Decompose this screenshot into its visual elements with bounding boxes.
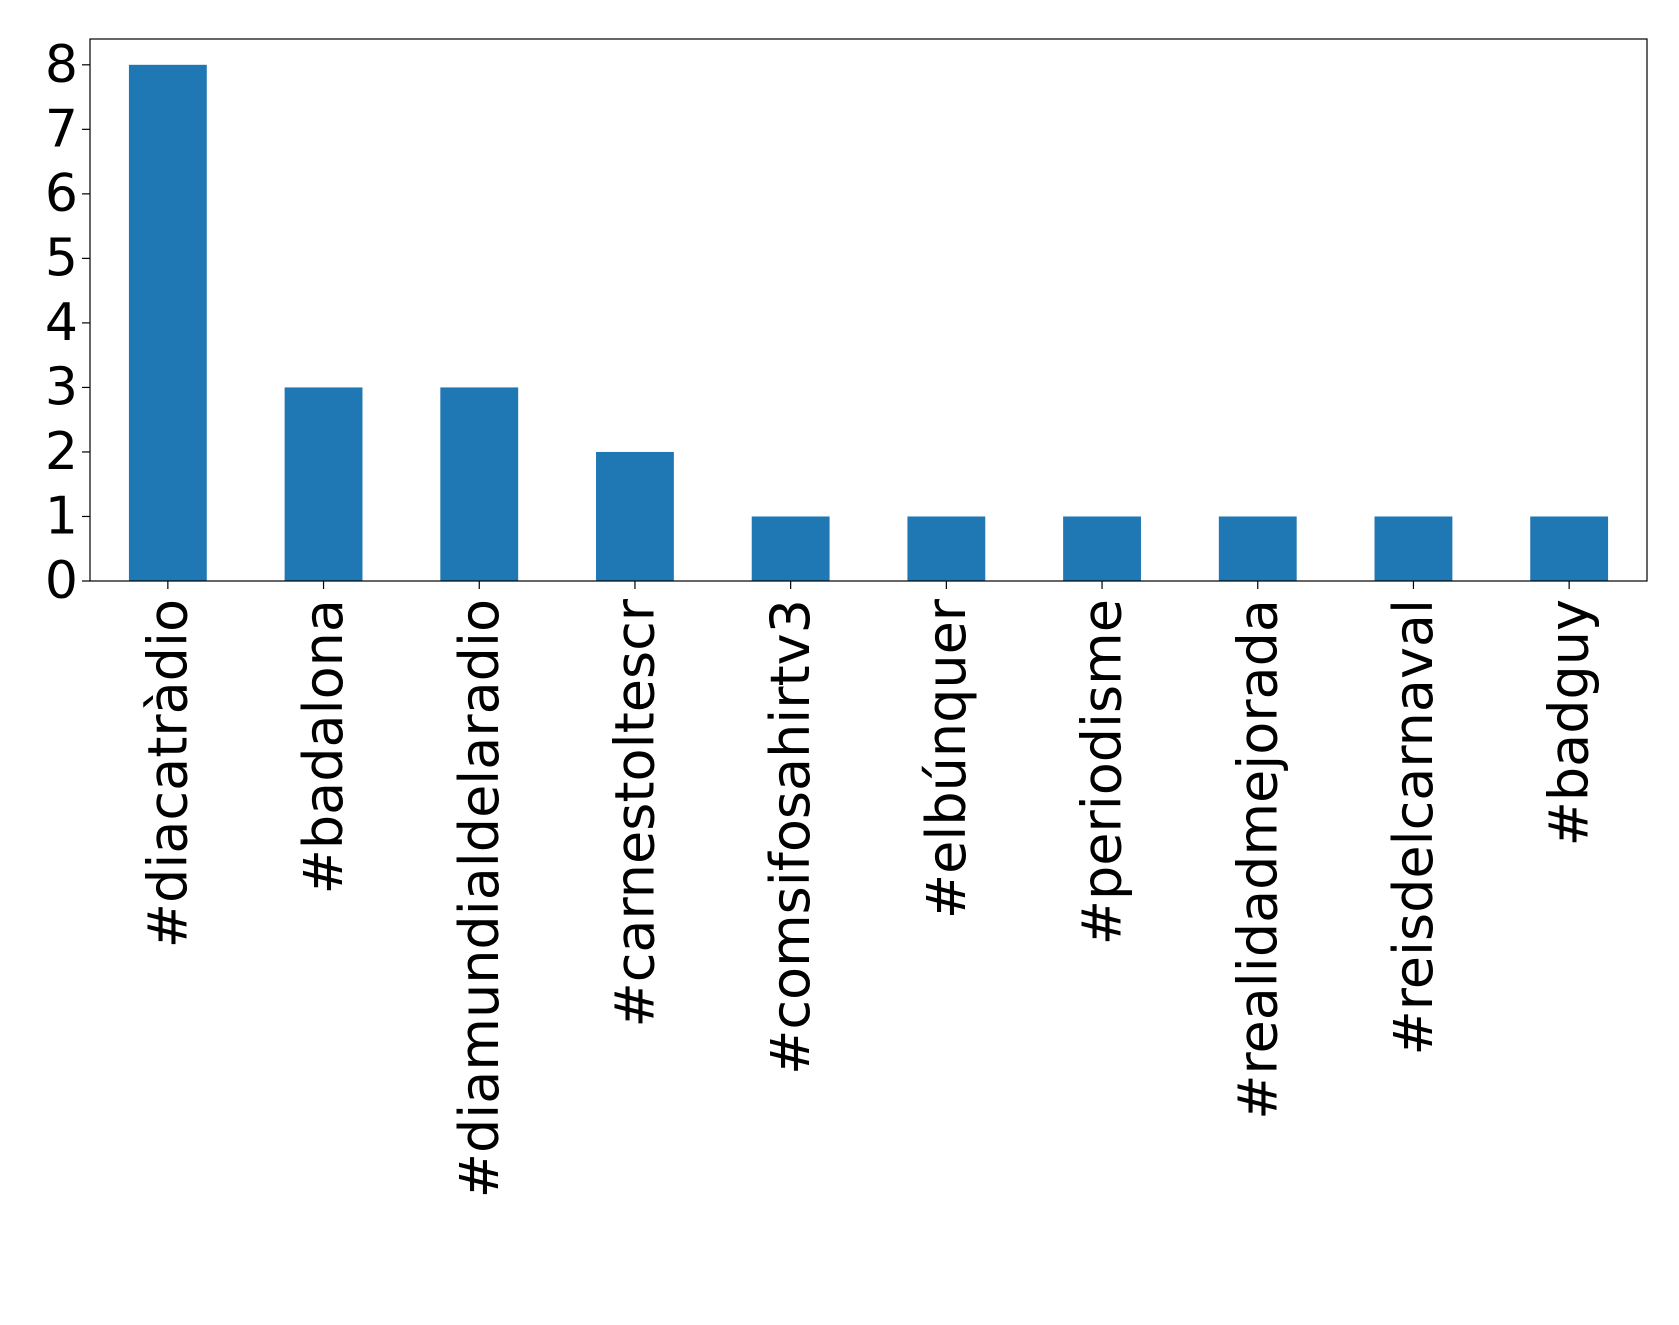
y-tick-label: 8 bbox=[45, 35, 78, 95]
bar bbox=[907, 516, 986, 581]
x-tick-label: #reisdelcarnaval bbox=[1382, 599, 1445, 1056]
x-tick-label: #elbúnquer bbox=[915, 598, 978, 919]
y-tick-label: 6 bbox=[45, 164, 78, 224]
x-tick-label: #realidadmejorada bbox=[1226, 599, 1289, 1120]
bar bbox=[1374, 516, 1453, 581]
bar bbox=[751, 516, 830, 581]
y-tick-label: 0 bbox=[45, 551, 78, 611]
bar bbox=[284, 387, 363, 581]
bar bbox=[440, 387, 519, 581]
x-tick-label: #periodisme bbox=[1071, 599, 1134, 945]
y-tick-label: 1 bbox=[45, 486, 78, 546]
y-tick-label: 7 bbox=[45, 99, 78, 159]
axes-frame bbox=[89, 38, 1648, 582]
y-tick-label: 3 bbox=[45, 357, 78, 417]
x-tick-label: #diamundialdelaradio bbox=[448, 599, 511, 1198]
bar bbox=[1218, 516, 1297, 581]
x-tick-label: #diacatràdio bbox=[136, 599, 199, 948]
x-tick-label: #badalona bbox=[292, 599, 355, 894]
bar bbox=[128, 64, 207, 582]
bar bbox=[596, 451, 674, 581]
y-tick-label: 5 bbox=[45, 228, 78, 288]
x-tick-label: #carnestoltescr bbox=[603, 598, 666, 1027]
x-tick-label: #badguy bbox=[1538, 599, 1601, 846]
y-tick-label: 2 bbox=[45, 422, 78, 482]
bar bbox=[1530, 516, 1609, 581]
y-tick-label: 4 bbox=[45, 293, 78, 353]
bar bbox=[1063, 516, 1141, 581]
x-tick-label: #comsifosahirtv3 bbox=[759, 599, 822, 1075]
